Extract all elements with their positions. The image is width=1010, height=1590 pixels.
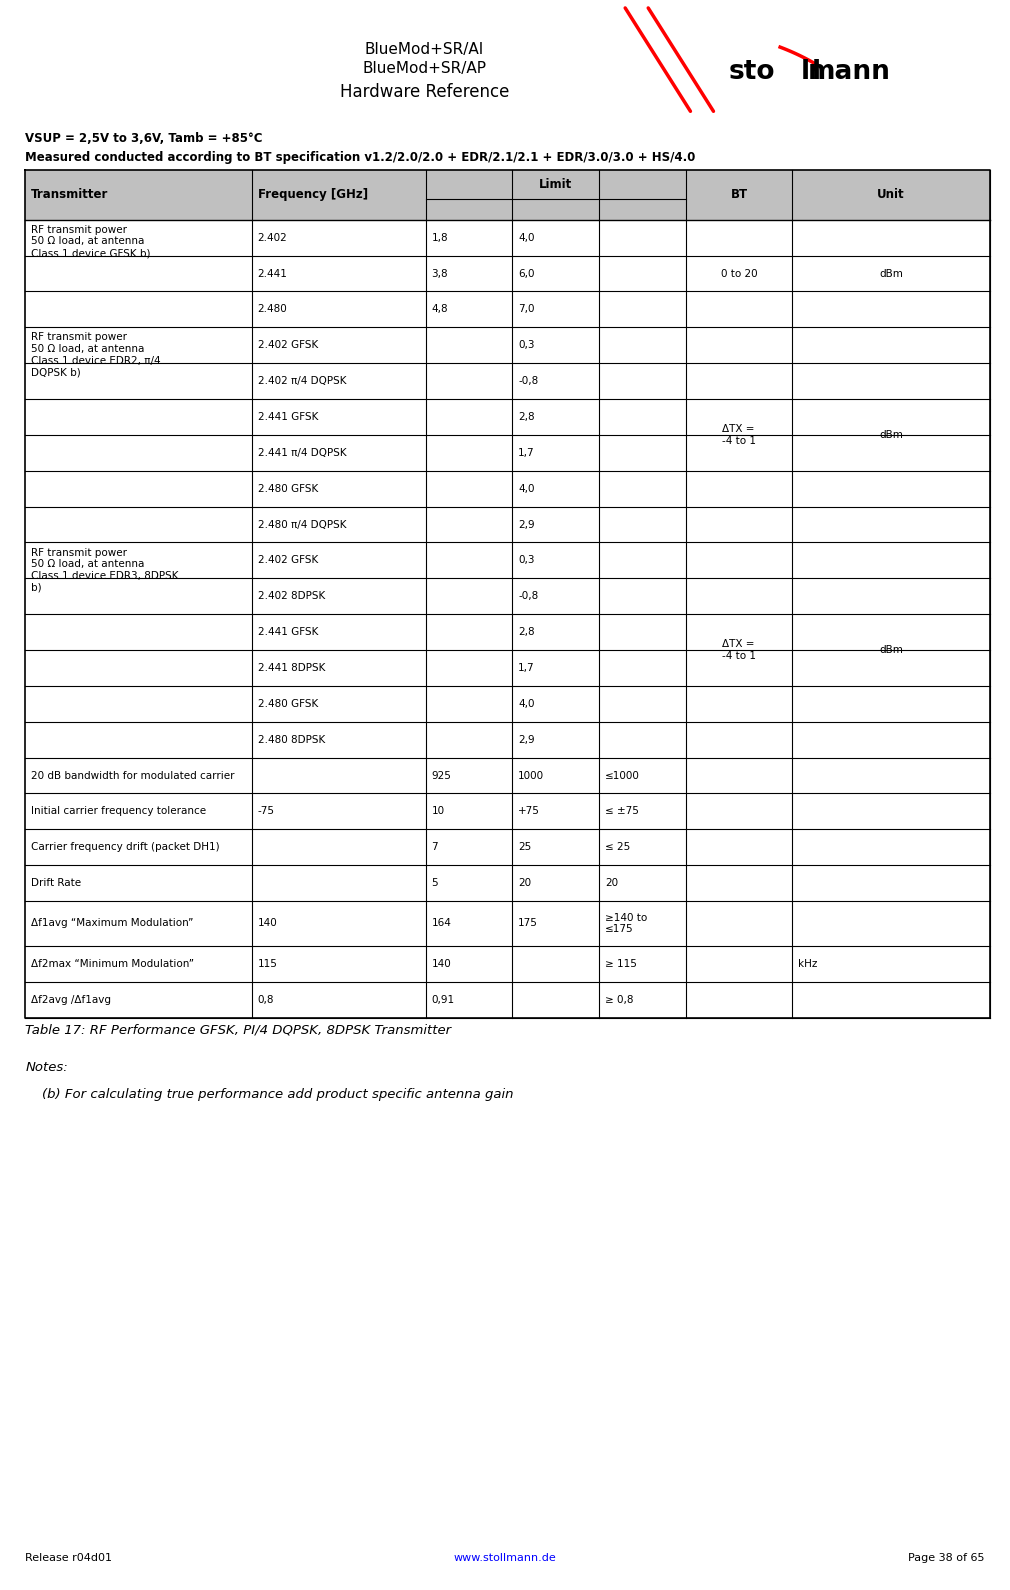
Text: Notes:: Notes:: [25, 1061, 68, 1073]
Text: BlueMod+SR/AI: BlueMod+SR/AI: [365, 41, 484, 57]
Text: mann: mann: [808, 59, 891, 84]
Text: 2,8: 2,8: [518, 626, 534, 638]
Text: Unit: Unit: [877, 189, 905, 202]
Text: 0,3: 0,3: [518, 555, 534, 566]
Text: 2.441 GFSK: 2.441 GFSK: [258, 412, 318, 421]
Text: 1,7: 1,7: [518, 663, 534, 673]
Text: 20: 20: [518, 878, 531, 889]
Text: 6,0: 6,0: [518, 269, 534, 278]
Text: l: l: [811, 59, 820, 84]
Text: RF transmit power
50 Ω load, at antenna
Class 1 device GFSK b): RF transmit power 50 Ω load, at antenna …: [31, 224, 150, 258]
Bar: [25, 170, 990, 219]
Text: RF transmit power
50 Ω load, at antenna
Class 1 device EDR2, π/4
DQPSK b): RF transmit power 50 Ω load, at antenna …: [31, 332, 161, 377]
Text: 1000: 1000: [518, 771, 544, 781]
Text: dBm: dBm: [879, 269, 903, 278]
Text: 2,8: 2,8: [518, 412, 534, 421]
Text: kHz: kHz: [798, 959, 817, 968]
Text: 2.480 GFSK: 2.480 GFSK: [258, 483, 318, 494]
Text: 2.441: 2.441: [258, 269, 288, 278]
Text: RF transmit power
50 Ω load, at antenna
Class 1 device EDR3, 8DPSK
b): RF transmit power 50 Ω load, at antenna …: [31, 547, 179, 593]
Text: +75: +75: [518, 806, 540, 816]
Text: l: l: [801, 59, 810, 84]
Text: 2.441 GFSK: 2.441 GFSK: [258, 626, 318, 638]
Text: sto: sto: [729, 59, 776, 84]
Text: 2.480: 2.480: [258, 304, 288, 315]
Text: ΔTX =
-4 to 1: ΔTX = -4 to 1: [722, 425, 756, 445]
Text: Limit: Limit: [539, 178, 573, 191]
Text: 0,8: 0,8: [258, 995, 274, 1005]
Text: ≥ 0,8: ≥ 0,8: [605, 995, 633, 1005]
Text: 175: 175: [518, 919, 538, 929]
Text: 140: 140: [431, 959, 451, 968]
Text: 115: 115: [258, 959, 278, 968]
Text: 2,9: 2,9: [518, 520, 534, 529]
Text: Measured conducted according to BT specification v1.2/2.0/2.0 + EDR/2.1/2.1 + ED: Measured conducted according to BT speci…: [25, 151, 696, 164]
Text: Δf2max “Minimum Modulation”: Δf2max “Minimum Modulation”: [31, 959, 194, 968]
Text: 2.402 π/4 DQPSK: 2.402 π/4 DQPSK: [258, 377, 346, 386]
Text: BlueMod+SR/AP: BlueMod+SR/AP: [363, 60, 486, 76]
Text: 5: 5: [431, 878, 438, 889]
Text: 7: 7: [431, 843, 438, 852]
Text: ≥ 115: ≥ 115: [605, 959, 637, 968]
Text: 20: 20: [605, 878, 618, 889]
Text: 2.480 8DPSK: 2.480 8DPSK: [258, 735, 325, 744]
Text: 2.402 GFSK: 2.402 GFSK: [258, 555, 318, 566]
Text: Frequency [GHz]: Frequency [GHz]: [258, 189, 368, 202]
Text: 1,7: 1,7: [518, 448, 534, 458]
Text: 2.402: 2.402: [258, 232, 288, 243]
Text: 925: 925: [431, 771, 451, 781]
Text: 2,9: 2,9: [518, 735, 534, 744]
Text: -0,8: -0,8: [518, 591, 538, 601]
Text: 0,3: 0,3: [518, 340, 534, 350]
Text: 0,91: 0,91: [431, 995, 454, 1005]
Text: 2.402 GFSK: 2.402 GFSK: [258, 340, 318, 350]
Text: Carrier frequency drift (packet DH1): Carrier frequency drift (packet DH1): [31, 843, 219, 852]
Text: Δf1avg “Maximum Modulation”: Δf1avg “Maximum Modulation”: [31, 919, 193, 929]
Text: 2.402 8DPSK: 2.402 8DPSK: [258, 591, 325, 601]
Text: 4,0: 4,0: [518, 483, 534, 494]
Text: Drift Rate: Drift Rate: [31, 878, 81, 889]
Text: 2.441 π/4 DQPSK: 2.441 π/4 DQPSK: [258, 448, 346, 458]
Text: Page 38 of 65: Page 38 of 65: [908, 1553, 985, 1563]
Text: 164: 164: [431, 919, 451, 929]
Text: Release r04d01: Release r04d01: [25, 1553, 112, 1563]
Text: 140: 140: [258, 919, 278, 929]
Text: -0,8: -0,8: [518, 377, 538, 386]
Text: VSUP = 2,5V to 3,6V, Tamb = +85°C: VSUP = 2,5V to 3,6V, Tamb = +85°C: [25, 132, 263, 145]
Text: ≥140 to
≤175: ≥140 to ≤175: [605, 913, 647, 935]
Text: ≤ 25: ≤ 25: [605, 843, 630, 852]
Text: ≤ ±75: ≤ ±75: [605, 806, 638, 816]
Text: 10: 10: [431, 806, 444, 816]
Text: 2.480 GFSK: 2.480 GFSK: [258, 700, 318, 709]
Text: ≤1000: ≤1000: [605, 771, 639, 781]
Text: Δf2avg /Δf1avg: Δf2avg /Δf1avg: [31, 995, 111, 1005]
Text: 4,0: 4,0: [518, 232, 534, 243]
Text: 25: 25: [518, 843, 531, 852]
Text: ΔTX =
-4 to 1: ΔTX = -4 to 1: [722, 639, 756, 661]
Text: (b) For calculating true performance add product specific antenna gain: (b) For calculating true performance add…: [25, 1088, 514, 1100]
Text: 2.480 π/4 DQPSK: 2.480 π/4 DQPSK: [258, 520, 346, 529]
Text: Table 17: RF Performance GFSK, PI/4 DQPSK, 8DPSK Transmitter: Table 17: RF Performance GFSK, PI/4 DQPS…: [25, 1024, 451, 1037]
Text: 3,8: 3,8: [431, 269, 448, 278]
Text: 2.441 8DPSK: 2.441 8DPSK: [258, 663, 325, 673]
Text: 0 to 20: 0 to 20: [721, 269, 758, 278]
Text: BT: BT: [730, 189, 747, 202]
Text: 20 dB bandwidth for modulated carrier: 20 dB bandwidth for modulated carrier: [31, 771, 234, 781]
Text: 4,0: 4,0: [518, 700, 534, 709]
Text: 4,8: 4,8: [431, 304, 448, 315]
Text: www.stollmann.de: www.stollmann.de: [453, 1553, 557, 1563]
Text: dBm: dBm: [879, 429, 903, 440]
Text: -75: -75: [258, 806, 275, 816]
Text: 7,0: 7,0: [518, 304, 534, 315]
Text: Initial carrier frequency tolerance: Initial carrier frequency tolerance: [31, 806, 206, 816]
Text: Transmitter: Transmitter: [31, 189, 108, 202]
Text: dBm: dBm: [879, 646, 903, 655]
Text: 1,8: 1,8: [431, 232, 448, 243]
Text: Hardware Reference: Hardware Reference: [339, 83, 509, 102]
